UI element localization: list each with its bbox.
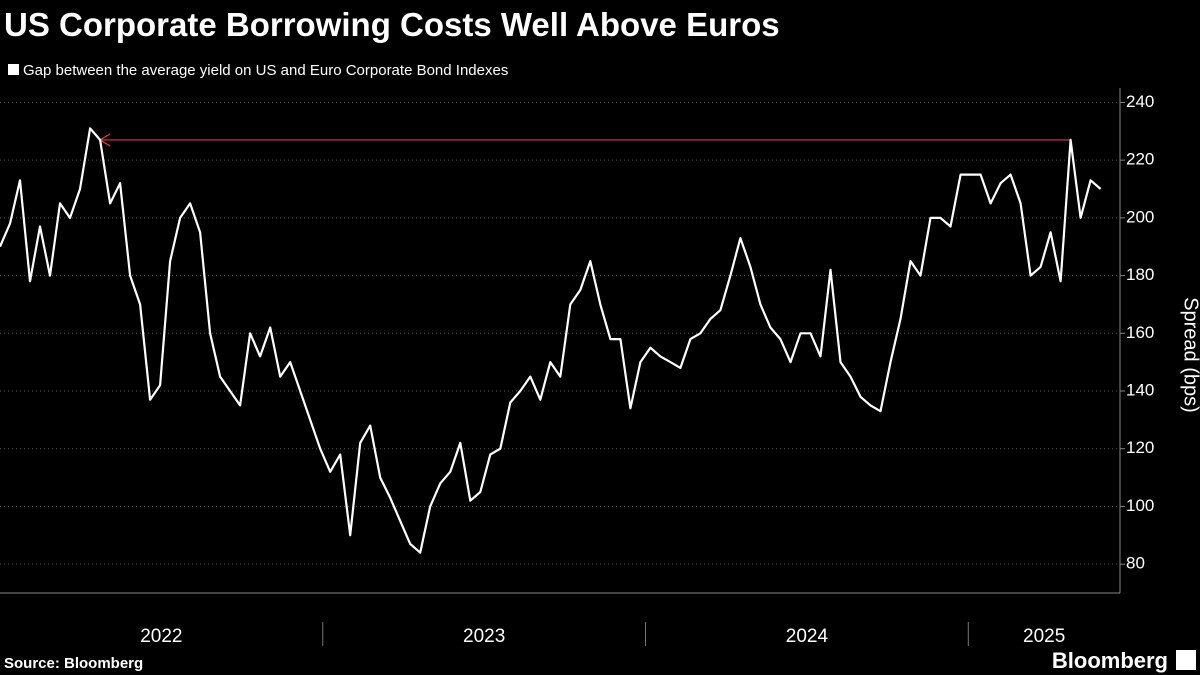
x-tick-label: 2025 xyxy=(1023,626,1065,647)
y-axis-label: Spread (bps) xyxy=(1180,297,1200,413)
x-tick-label: 2023 xyxy=(463,626,505,647)
x-tick-label: 2024 xyxy=(786,626,829,647)
legend-entry: Gap between the average yield on US and … xyxy=(23,62,508,79)
y-tick-label: 100 xyxy=(1126,496,1154,515)
y-tick-label: 240 xyxy=(1126,92,1154,111)
x-tick-label: 2022 xyxy=(140,626,182,647)
legend-swatch xyxy=(8,64,19,75)
y-tick-label: 220 xyxy=(1126,150,1154,169)
source: Source: Bloomberg xyxy=(4,655,143,672)
y-tick-label: 140 xyxy=(1126,380,1154,399)
y-tick-label: 120 xyxy=(1126,438,1154,457)
series-line xyxy=(0,127,1102,554)
y-tick-label: 200 xyxy=(1126,207,1154,226)
y-tick-label: 80 xyxy=(1126,554,1145,573)
brand-icon xyxy=(1176,650,1196,670)
y-tick-label: 160 xyxy=(1126,323,1154,342)
brand: Bloomberg xyxy=(1052,648,1168,673)
y-tick-label: 180 xyxy=(1126,265,1154,284)
chart-title: US Corporate Borrowing Costs Well Above … xyxy=(4,6,780,43)
